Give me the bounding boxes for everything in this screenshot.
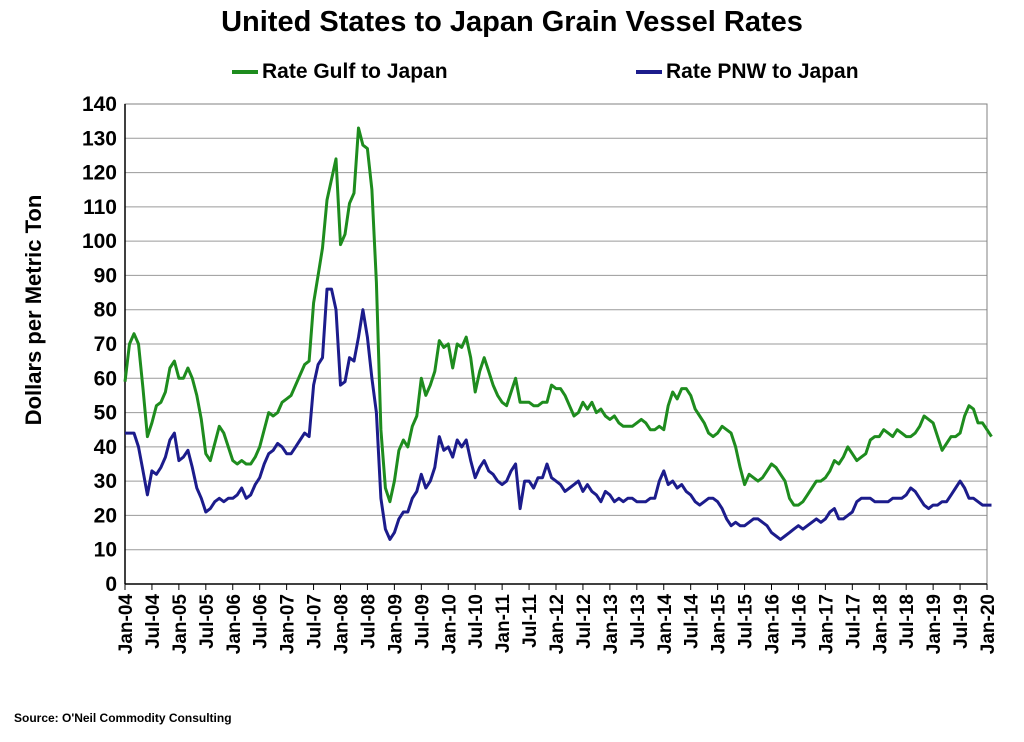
x-tick-label: Jan-06 [224,594,245,654]
series-lines [123,126,993,541]
y-tick-label: 80 [94,299,117,322]
series-line-pnw [125,287,992,541]
x-tick-label: Jan-10 [439,594,460,654]
y-tick-label: 100 [82,230,117,253]
legend-item-pnw: Rate PNW to Japan [636,60,859,84]
x-tick-label: Jan-05 [170,594,191,655]
y-tick-label: 10 [94,539,117,562]
x-tick-label: Jan-13 [601,594,622,654]
legend-item-gulf: Rate Gulf to Japan [232,60,448,84]
y-tick-label: 20 [94,504,117,527]
x-tick-label: Jan-04 [116,594,137,655]
legend-label-pnw: Rate PNW to Japan [666,60,859,83]
y-tick-label: 30 [94,470,117,493]
x-tick-label: Jan-20 [978,594,999,654]
y-tick-label: 140 [82,93,117,116]
y-tick-label: 130 [82,127,117,150]
chart-title: United States to Japan Grain Vessel Rate… [221,6,803,38]
x-tick-label: Jan-19 [924,594,945,654]
series-line-gulf [123,126,993,507]
x-tick-label: Jul-16 [789,594,810,649]
x-tick-label: Jan-12 [547,594,568,654]
x-tick-label: Jan-07 [278,594,299,654]
x-tick-label: Jan-17 [816,594,837,654]
x-tick-label: Jul-15 [736,594,757,649]
x-tick-label: Jul-06 [251,594,272,649]
x-tick-label: Jul-08 [358,594,379,649]
y-tick-label: 110 [83,196,117,219]
y-tick-label: 40 [94,436,117,459]
x-tick-label: Jul-17 [843,594,864,649]
x-tick-labels: Jan-04 Jul-04 Jan-05 Jul-05 Jan-06 Jul-06 Jan-… [116,584,999,654]
y-tick-label: 120 [82,162,117,185]
x-tick-label: Jul-04 [143,594,164,649]
x-tick-label: Jan-14 [655,594,676,655]
x-tick-label: Jul-13 [628,594,649,649]
x-tick-label: Jan-18 [870,594,891,654]
legend-swatch-gulf [232,70,258,74]
x-tick-label: Jul-10 [466,594,487,649]
x-tick-label: Jul-12 [574,594,595,649]
x-tick-label: Jan-15 [709,594,730,655]
legend-label-gulf: Rate Gulf to Japan [262,60,448,83]
y-tick-label: 50 [94,402,117,425]
y-tick-label: 60 [94,367,117,390]
y-tick-label: 70 [94,333,117,356]
y-tick-label: 0 [105,573,117,596]
x-tick-label: Jul-11 [520,594,541,648]
source-note: Source: O'Neil Commodity Consulting [14,711,232,725]
x-tick-label: Jul-19 [951,594,972,649]
x-tick-label: Jul-05 [197,594,218,649]
x-tick-label: Jan-11 [493,594,514,654]
x-tick-label: Jan-08 [332,594,353,654]
y-tick-label: 90 [94,264,117,287]
x-tick-label: Jan-16 [763,594,784,654]
x-tick-label: Jul-07 [305,594,326,649]
x-tick-label: Jul-14 [682,594,703,649]
y-tick-labels: 0 10 20 30 40 50 60 70 80 90 100 110 120 130 140 [82,93,117,596]
x-tick-label: Jul-18 [897,594,918,649]
x-tick-label: Jul-09 [412,594,433,649]
legend-swatch-pnw [636,70,662,74]
x-tick-label: Jan-09 [385,594,406,654]
